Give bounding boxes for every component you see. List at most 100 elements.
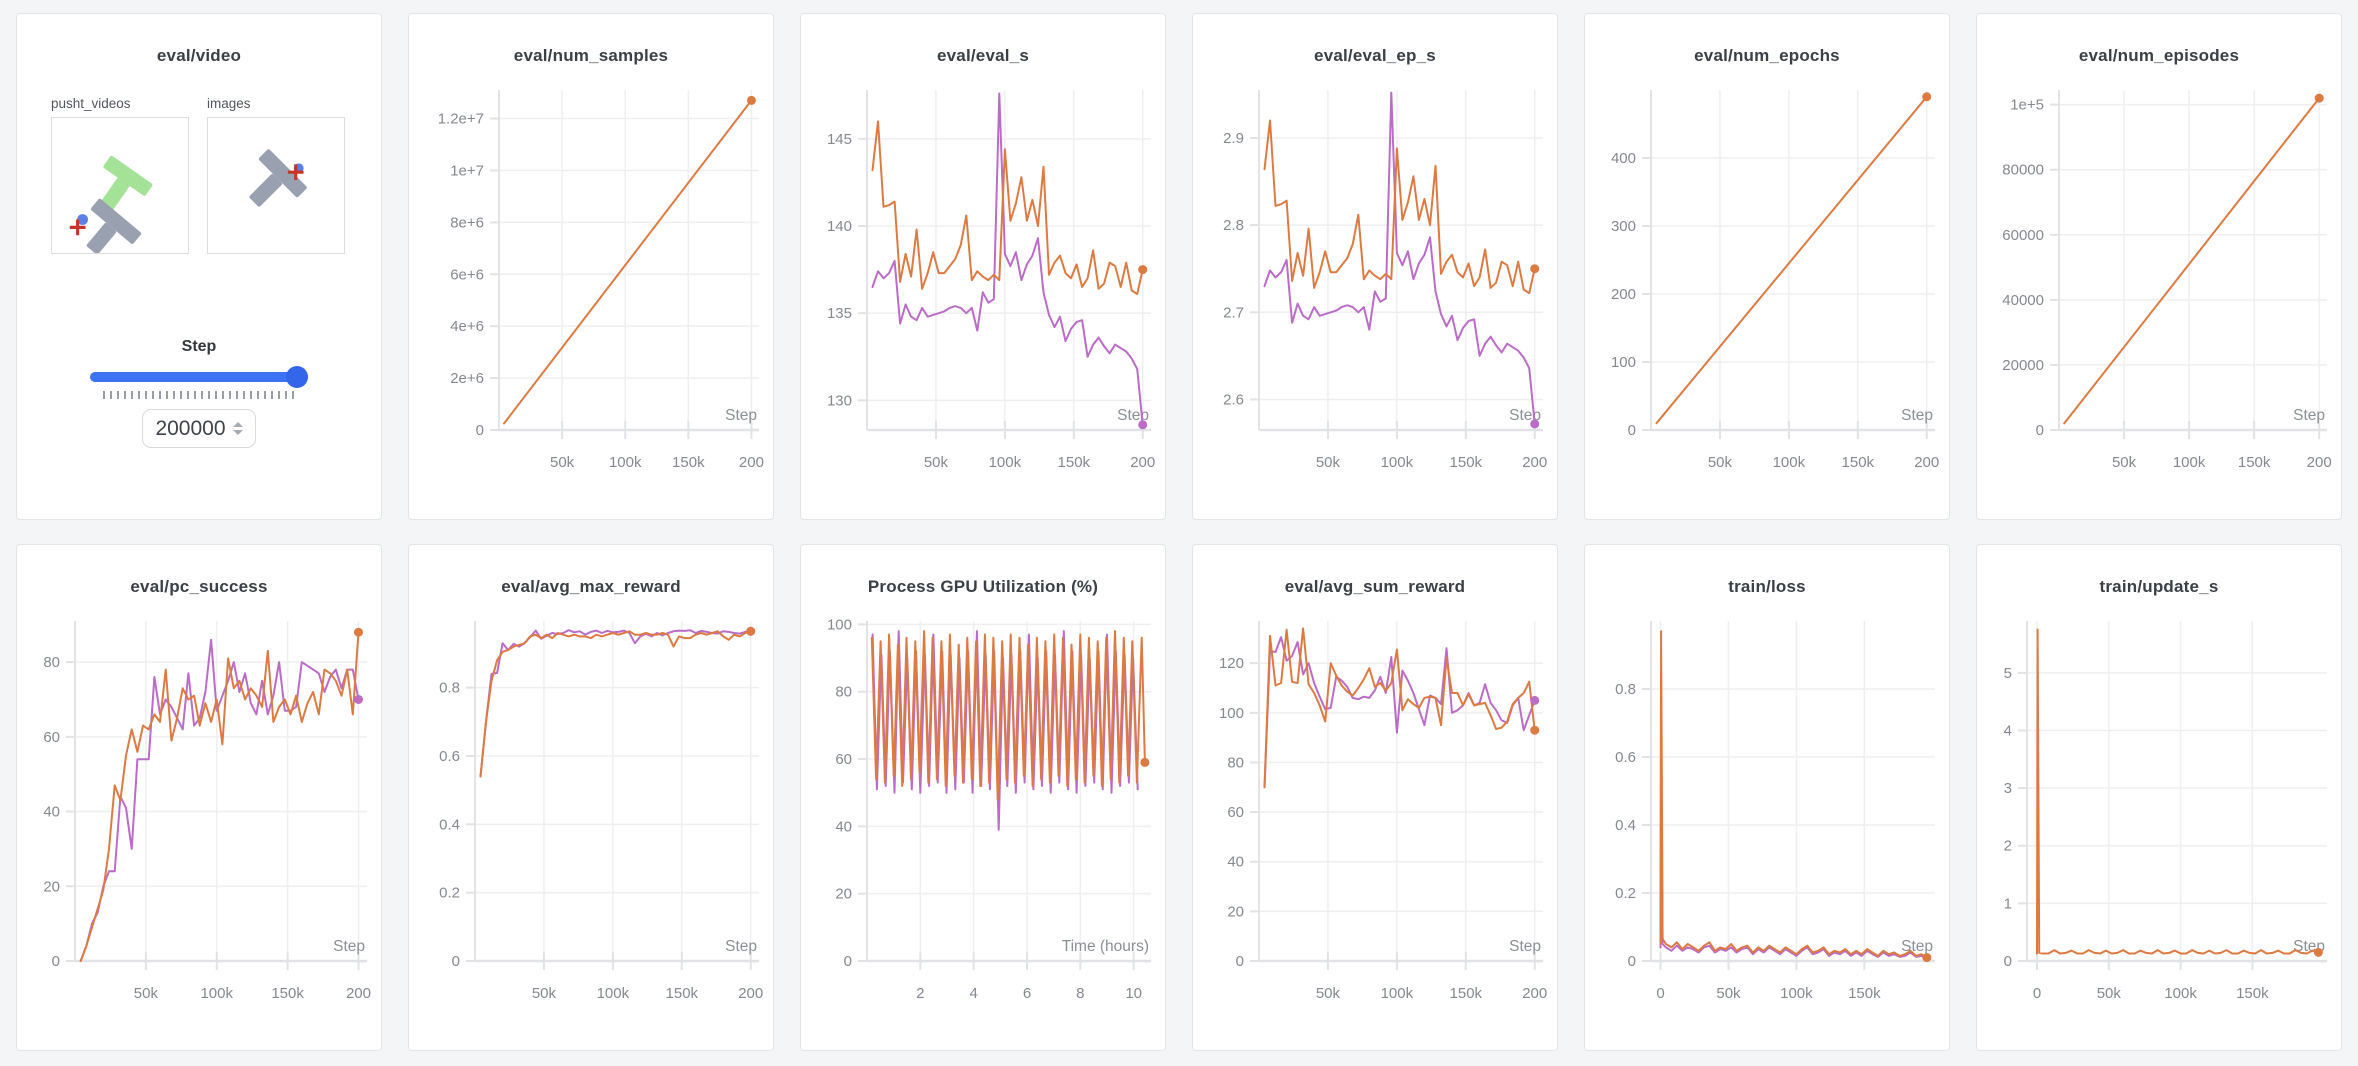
x-tick-label: 100k <box>989 454 1022 471</box>
y-tick-label: 5 <box>2004 665 2012 682</box>
series-end-dot-orange <box>2313 947 2323 957</box>
chart-title: train/loss <box>1728 577 1806 596</box>
images-thumbnail[interactable] <box>207 117 345 254</box>
panel-eval-eval-ep-s[interactable]: eval/eval_ep_s 50k 100k 150k 200 2.6 2.7 2.8 2.9… <box>1192 13 1558 520</box>
y-tick-label: 135 <box>827 305 852 322</box>
y-tick-label: 1e+5 <box>2010 97 2044 114</box>
x-tick-label: 50k <box>1716 985 1741 1002</box>
series-line-purple <box>79 638 360 962</box>
panel-eval-avg-sum-reward[interactable]: eval/avg_sum_reward 50k 100k 150k 200 0 20 40 60… <box>1192 544 1558 1051</box>
series-end-dot-orange <box>1138 265 1148 275</box>
x-tick-label: 150k <box>1450 454 1483 471</box>
y-tick-label: 0 <box>52 953 60 970</box>
panel-train-update-s[interactable]: train/update_s 0 50k 100k 150k 0 1 2 3 4 5 Step <box>1976 544 2342 1051</box>
x-tick-label: 50k <box>1708 454 1733 471</box>
y-tick-label: 60 <box>1227 804 1244 821</box>
y-tick-label: 1 <box>2004 895 2012 912</box>
panel-process-gpu-utilization-[interactable]: Process GPU Utilization (%) 2 4 6 8 10 0 20 40 60… <box>800 544 1166 1051</box>
y-tick-label: 60 <box>835 751 852 768</box>
series-line-orange <box>479 630 752 778</box>
y-tick-label: 80000 <box>2002 162 2044 179</box>
series-line-orange <box>870 630 1146 801</box>
panel-eval-num-episodes[interactable]: eval/num_episodes 50k 100k 150k 200 0 20000 400… <box>1976 13 2342 520</box>
x-axis-label: Step <box>1901 938 1933 955</box>
panel-eval-num-epochs[interactable]: eval/num_epochs 50k 100k 150k 200 0 100 200 300 4… <box>1584 13 1950 520</box>
series-line-purple <box>479 629 752 778</box>
x-tick-label: 50k <box>2097 985 2122 1002</box>
y-tick-label: 200 <box>1611 286 1636 303</box>
x-tick-label: 100k <box>2164 985 2197 1002</box>
x-tick-label: 200 <box>1522 985 1547 1002</box>
x-tick-label: 150k <box>2238 454 2271 471</box>
y-tick-label: 0.8 <box>1615 681 1636 698</box>
y-tick-label: 3 <box>2004 780 2012 797</box>
series-end-dot-orange <box>1922 92 1932 102</box>
x-axis-label: Time (hours) <box>1062 938 1149 955</box>
series-end-dot-orange <box>746 626 756 636</box>
chart-title: eval/num_episodes <box>2078 46 2240 65</box>
step-decrement-icon[interactable] <box>232 430 243 435</box>
series-end-dot-orange <box>1530 725 1540 735</box>
chart-canvas: 50k 100k 150k 200 0 0.2 0.4 0.6 0.8 Step <box>439 621 763 1002</box>
y-tick-label: 0.4 <box>439 816 460 833</box>
y-tick-label: 20 <box>1227 903 1244 920</box>
x-tick-label: 150k <box>1848 985 1881 1002</box>
series-end-dot-purple <box>353 694 363 704</box>
x-tick-label: 200 <box>739 454 764 471</box>
step-slider-track[interactable] <box>90 372 308 382</box>
x-tick-label: 150k <box>672 454 705 471</box>
panel-eval-num-samples[interactable]: eval/num_samples 50k 100k 150k 200 0 2e+6 4e+6 6… <box>408 13 774 520</box>
y-tick-label: 300 <box>1611 218 1636 235</box>
y-tick-label: 0 <box>1236 953 1244 970</box>
y-tick-label: 100 <box>1611 354 1636 371</box>
y-tick-label: 6e+6 <box>450 266 484 283</box>
y-tick-label: 40 <box>43 804 60 821</box>
y-tick-label: 40 <box>835 818 852 835</box>
series-line-orange <box>79 631 360 962</box>
x-tick-label: 150k <box>666 985 699 1002</box>
media-label-pusht-videos: pusht_videos <box>51 96 131 111</box>
series-line-orange <box>1659 630 1928 959</box>
chart-title: eval/eval_ep_s <box>1314 46 1436 65</box>
step-slider[interactable] <box>90 366 308 388</box>
step-increment-icon[interactable] <box>232 422 243 427</box>
chart-title: eval/num_samples <box>513 46 669 65</box>
y-tick-label: 0 <box>1628 953 1636 970</box>
gray-t-block-icon <box>249 149 307 207</box>
step-slider-label: Step <box>181 338 217 355</box>
x-axis-label: Step <box>2293 407 2325 424</box>
step-slider-thumb[interactable] <box>286 366 308 388</box>
green-t-target-icon <box>100 155 153 212</box>
panel-eval-video[interactable]: eval/video pusht_videos images <box>16 13 382 520</box>
panel-eval-eval-s[interactable]: eval/eval_s 50k 100k 150k 200 130 135 140 145 Ste… <box>800 13 1166 520</box>
pusht-video-thumbnail[interactable] <box>51 117 189 254</box>
panel-eval-avg-max-reward[interactable]: eval/avg_max_reward 50k 100k 150k 200 0 0.2 0.4… <box>408 544 774 1051</box>
series-line-purple <box>871 92 1144 426</box>
media-labels-row: pusht_videos images <box>51 96 381 111</box>
stepper-arrows[interactable] <box>232 422 243 435</box>
series-end-dot-orange <box>1922 953 1932 963</box>
x-axis-label: Step <box>725 407 757 424</box>
chart-canvas: 50k 100k 150k 200 0 2e+6 4e+6 6e+6 8e+6 1e+7 1.2e+… <box>438 90 764 471</box>
panel-train-loss[interactable]: train/loss 0 50k 100k 150k 0 0.2 0.4 0.6 0.8 Step <box>1584 544 1950 1051</box>
step-value[interactable]: 200000 <box>155 416 226 440</box>
agent-dot-icon <box>77 214 88 225</box>
y-tick-label: 0 <box>2004 953 2012 970</box>
media-thumbnails-row <box>51 117 381 254</box>
x-tick-label: 50k <box>2112 454 2137 471</box>
step-number-input[interactable]: 200000 <box>142 409 256 448</box>
x-tick-label: 50k <box>1316 454 1341 471</box>
series-line-purple <box>1659 688 1928 960</box>
x-tick-label: 200 <box>1914 454 1939 471</box>
y-tick-label: 130 <box>827 392 852 409</box>
x-axis-label: Step <box>333 938 365 955</box>
x-tick-label: 50k <box>1316 985 1341 1002</box>
x-tick-label: 50k <box>550 454 575 471</box>
y-tick-label: 1e+7 <box>450 162 484 179</box>
y-tick-label: 100 <box>827 616 852 633</box>
chart-title: Process GPU Utilization (%) <box>867 577 1099 596</box>
panel-eval-pc-success[interactable]: eval/pc_success 50k 100k 150k 200 0 20 40 60 80 St… <box>16 544 382 1051</box>
y-tick-label: 4 <box>2004 722 2012 739</box>
series-end-dot-purple <box>1530 419 1540 429</box>
